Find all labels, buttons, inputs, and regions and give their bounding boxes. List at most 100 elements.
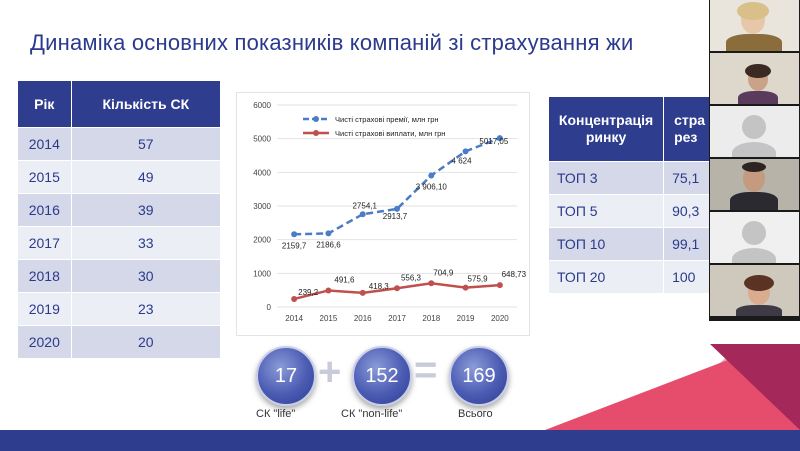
chart-svg: 0 1000 2000 3000 4000 5000 6000 2014 2015 2016 201…: [253, 101, 526, 323]
data-point: [462, 148, 469, 155]
line-chart: 0 1000 2000 3000 4000 5000 6000 2014 2015 2016 201…: [236, 92, 530, 336]
x-tick-label: 2017: [388, 314, 406, 323]
plus-sign: +: [318, 350, 342, 394]
data-point: [496, 282, 503, 289]
participant-video-5[interactable]: [710, 212, 799, 263]
life-caption: СК "life": [256, 408, 296, 420]
data-label: 239,2: [298, 288, 319, 297]
participant-video-2[interactable]: [710, 53, 799, 104]
data-point: [428, 172, 435, 179]
data-point: [325, 230, 332, 237]
y-tick-label: 5000: [253, 135, 271, 144]
data-point: [428, 280, 435, 287]
total-count-circle: 169: [449, 346, 509, 406]
data-label: 5017,05: [479, 137, 508, 146]
table-row: 2016 39: [17, 193, 222, 227]
participant-video-6[interactable]: [710, 265, 799, 316]
data-point: [462, 284, 469, 291]
data-label: 556,3: [401, 273, 422, 282]
count-cell: 30: [70, 259, 222, 293]
table-row: 2019 23: [17, 292, 222, 326]
header-year: Рік: [17, 80, 72, 128]
data-point: [291, 231, 298, 238]
table-row: 2020 20: [17, 325, 222, 359]
hair-4: [742, 162, 766, 172]
data-point: [394, 285, 400, 292]
y-tick-label: 0: [267, 303, 272, 312]
hair-2: [745, 64, 771, 78]
data-point: [359, 211, 366, 218]
table-row: ТОП 5 90,3: [547, 194, 718, 228]
participant-video-1[interactable]: [710, 0, 799, 51]
share-cell: 100: [663, 260, 718, 294]
data-point: [325, 287, 332, 294]
data-label: 4 624: [452, 156, 473, 165]
year-cell: 2014: [17, 127, 72, 161]
count-cell: 57: [70, 127, 222, 161]
data-label: 2754,1: [352, 201, 377, 210]
data-label: 704,9: [433, 268, 454, 277]
avatar-placeholder-icon: [742, 115, 766, 139]
avatar-placeholder-body: [732, 142, 776, 157]
years-table: Рік Кількість СК 2014 57 2015 49 2016 39 2017 3…: [17, 80, 222, 359]
count-cell: 23: [70, 292, 222, 326]
top-label-cell: ТОП 3: [547, 161, 665, 195]
count-cell: 20: [70, 325, 222, 359]
slide-title: Динаміка основних показників компаній зі…: [30, 30, 634, 55]
footer-bar: [0, 430, 800, 451]
data-label: 2159,7: [282, 241, 307, 250]
header-concentration: Концентрація ринку: [547, 96, 665, 162]
count-cell: 39: [70, 193, 222, 227]
avatar-placeholder-body: [732, 248, 776, 263]
top-label-cell: ТОП 10: [547, 227, 665, 261]
legend-label: Чисті страхові виплати, млн грн: [335, 129, 445, 138]
legend-marker: [313, 116, 319, 122]
body-1: [726, 34, 782, 51]
y-tick-label: 2000: [253, 236, 271, 245]
data-label: 575,9: [468, 275, 489, 284]
x-tick-label: 2018: [422, 314, 440, 323]
data-point: [291, 295, 298, 302]
body-6: [736, 305, 782, 316]
nonlife-caption: СК "non-life": [341, 408, 403, 420]
equals-sign: =: [414, 348, 438, 392]
table-row: 2018 30: [17, 259, 222, 293]
total-caption: Всього: [458, 408, 493, 420]
avatar-placeholder-icon: [742, 221, 766, 245]
year-cell: 2015: [17, 160, 72, 194]
face-4: [743, 165, 765, 192]
data-label: 2913,7: [383, 212, 408, 221]
data-point: [359, 289, 366, 296]
table-row: 2014 57: [17, 127, 222, 161]
body-4: [730, 192, 778, 210]
participant-video-4[interactable]: [710, 159, 799, 210]
hair-1: [737, 2, 769, 20]
data-label: 418,3: [369, 282, 390, 291]
legend-marker: [313, 130, 319, 136]
year-cell: 2020: [17, 325, 72, 359]
table-row: ТОП 10 99,1: [547, 227, 718, 261]
top-label-cell: ТОП 5: [547, 194, 665, 228]
x-tick-label: 2014: [285, 314, 303, 323]
data-point: [394, 205, 400, 212]
legend-label: Чисті страхові премії, млн грн: [335, 115, 439, 124]
count-cell: 33: [70, 226, 222, 260]
data-label: 491,6: [334, 275, 355, 284]
x-tick-label: 2019: [457, 314, 475, 323]
body-2: [738, 91, 778, 104]
share-cell: 99,1: [663, 227, 718, 261]
table-row: ТОП 3 75,1: [547, 161, 718, 195]
count-cell: 49: [70, 160, 222, 194]
participant-video-3[interactable]: [710, 106, 799, 157]
y-tick-label: 4000: [253, 168, 271, 177]
table-row: ТОП 20 100: [547, 260, 718, 294]
year-cell: 2019: [17, 292, 72, 326]
concentration-table: Концентрація ринку стра рез ТОП 3 75,1 ТОП…: [547, 96, 718, 294]
data-label: 2186,6: [316, 240, 341, 249]
year-cell: 2017: [17, 226, 72, 260]
data-point: [496, 135, 503, 142]
life-count-circle: 17: [256, 346, 316, 406]
top-label-cell: ТОП 20: [547, 260, 665, 294]
video-participants-panel: [709, 0, 800, 321]
share-cell: 75,1: [663, 161, 718, 195]
